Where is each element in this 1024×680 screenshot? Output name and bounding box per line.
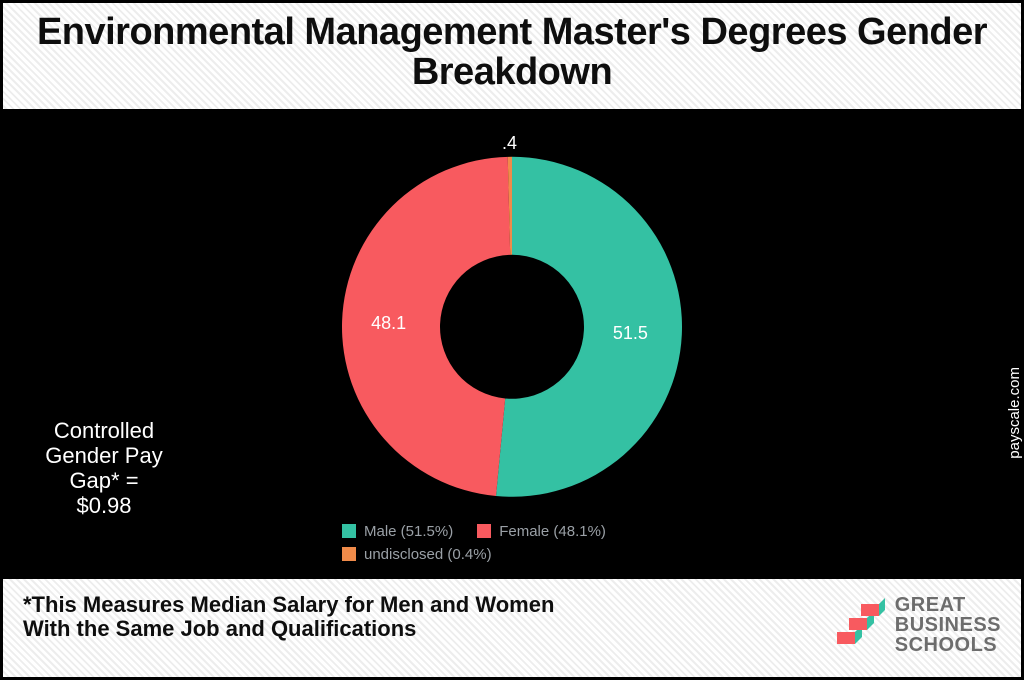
slice-label-female: 48.1: [371, 313, 406, 334]
legend-item-undisclosed: undisclosed (0.4%): [342, 546, 492, 563]
chart-legend: Male (51.5%) Female (48.1%) undisclosed …: [342, 523, 682, 563]
legend-item-female: Female (48.1%): [477, 523, 606, 540]
brand-text: GREAT BUSINESS SCHOOLS: [895, 595, 1001, 655]
source-credit: payscale.com: [1007, 367, 1024, 459]
paygap-line: $0.98: [19, 493, 189, 518]
brand-mark-icon: [837, 598, 885, 652]
paygap-line: Gap* =: [19, 468, 189, 493]
legend-swatch: [477, 524, 491, 538]
legend-label: Female (48.1%): [499, 523, 606, 540]
brand-line: SCHOOLS: [895, 635, 1001, 655]
donut-chart: 51.5 48.1 .4: [332, 147, 692, 507]
legend-swatch: [342, 547, 356, 561]
pay-gap-callout: Controlled Gender Pay Gap* = $0.98: [19, 418, 189, 519]
slice-label-undisclosed: .4: [502, 133, 517, 154]
brand-line: GREAT: [895, 595, 1001, 615]
footnote: *This Measures Median Salary for Men and…: [23, 593, 583, 642]
infographic-frame: Environmental Management Master's Degree…: [0, 0, 1024, 680]
page-title: Environmental Management Master's Degree…: [23, 13, 1001, 93]
title-band: Environmental Management Master's Degree…: [3, 3, 1021, 109]
paygap-line: Gender Pay: [19, 443, 189, 468]
brand-line: BUSINESS: [895, 615, 1001, 635]
legend-swatch: [342, 524, 356, 538]
brand-logo: GREAT BUSINESS SCHOOLS: [837, 595, 1001, 655]
slice-label-male: 51.5: [613, 323, 648, 344]
chart-area: 51.5 48.1 .4 Controlled Gender Pay Gap* …: [3, 109, 1021, 579]
footer-band: *This Measures Median Salary for Men and…: [3, 579, 1021, 665]
paygap-line: Controlled: [19, 418, 189, 443]
legend-label: undisclosed (0.4%): [364, 546, 492, 563]
legend-label: Male (51.5%): [364, 523, 453, 540]
legend-item-male: Male (51.5%): [342, 523, 453, 540]
